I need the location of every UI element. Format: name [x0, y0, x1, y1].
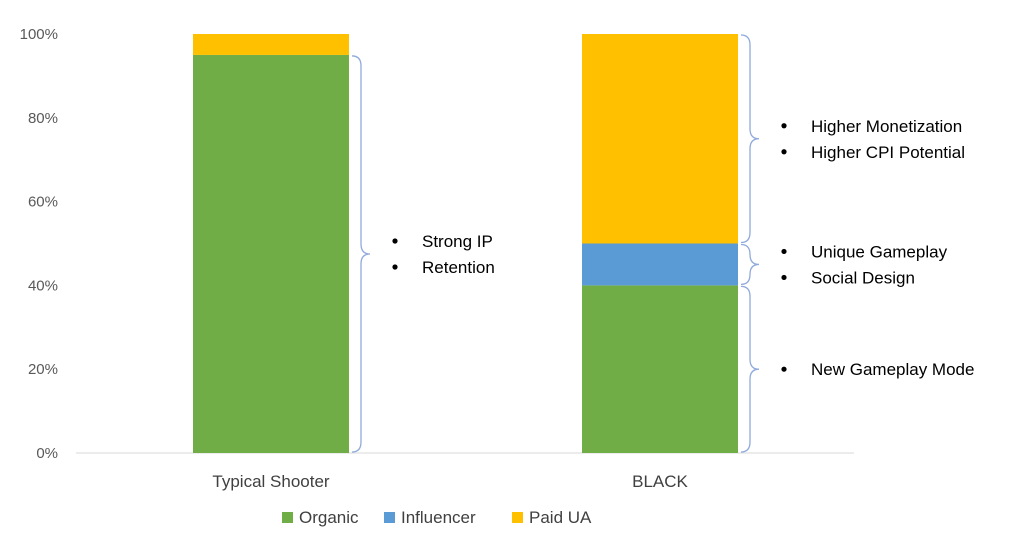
bar-segment: [193, 34, 349, 55]
bullet-dot: [781, 149, 787, 155]
bullet-dot: [392, 264, 398, 270]
legend-swatch: [384, 512, 395, 523]
legend: Organic Influencer Paid UA: [282, 508, 592, 527]
y-tick-label: 0%: [36, 445, 58, 462]
y-tick-label: 20%: [28, 361, 58, 378]
annotation-bracket: [351, 55, 371, 453]
bullet-dot: [781, 123, 787, 129]
legend-swatch: [282, 512, 293, 523]
annotation-layer: Strong IP Retention Higher Monetization Hig…: [351, 34, 974, 453]
legend-label: Influencer: [401, 508, 476, 527]
bullet-dot: [392, 238, 398, 244]
annotation-bracket: [740, 285, 760, 453]
bar-segment: [582, 34, 738, 244]
bar-segment: [582, 285, 738, 453]
y-tick-label: 100%: [20, 26, 58, 43]
bar-segment: [193, 54, 349, 453]
bullet-dot: [781, 366, 787, 372]
legend-label: Paid UA: [529, 508, 592, 527]
bullet-dot: [781, 274, 787, 281]
x-tick-label: BLACK: [632, 472, 688, 491]
annotation-text: Higher CPI Potential: [811, 143, 965, 162]
annotation-bracket: [740, 34, 760, 244]
annotation-text: Higher Monetization: [811, 117, 962, 136]
bullet-dot: [781, 248, 787, 255]
bar-segment: [582, 243, 738, 286]
bars-layer: [193, 34, 738, 453]
legend-label: Organic: [299, 508, 359, 527]
y-tick-label: 80%: [28, 110, 58, 127]
annotation-text: Unique Gameplay: [811, 242, 948, 261]
annotation-text: Social Design: [811, 268, 915, 287]
y-tick-label: 60%: [28, 194, 58, 211]
y-tick-label: 40%: [28, 277, 58, 294]
annotation-text: New Gameplay Mode: [811, 360, 974, 379]
legend-swatch: [512, 512, 523, 523]
annotation-text: Strong IP: [422, 232, 493, 251]
x-tick-label: Typical Shooter: [212, 472, 330, 491]
annotation-bracket: [740, 243, 760, 286]
annotation-text: Retention: [422, 258, 495, 277]
